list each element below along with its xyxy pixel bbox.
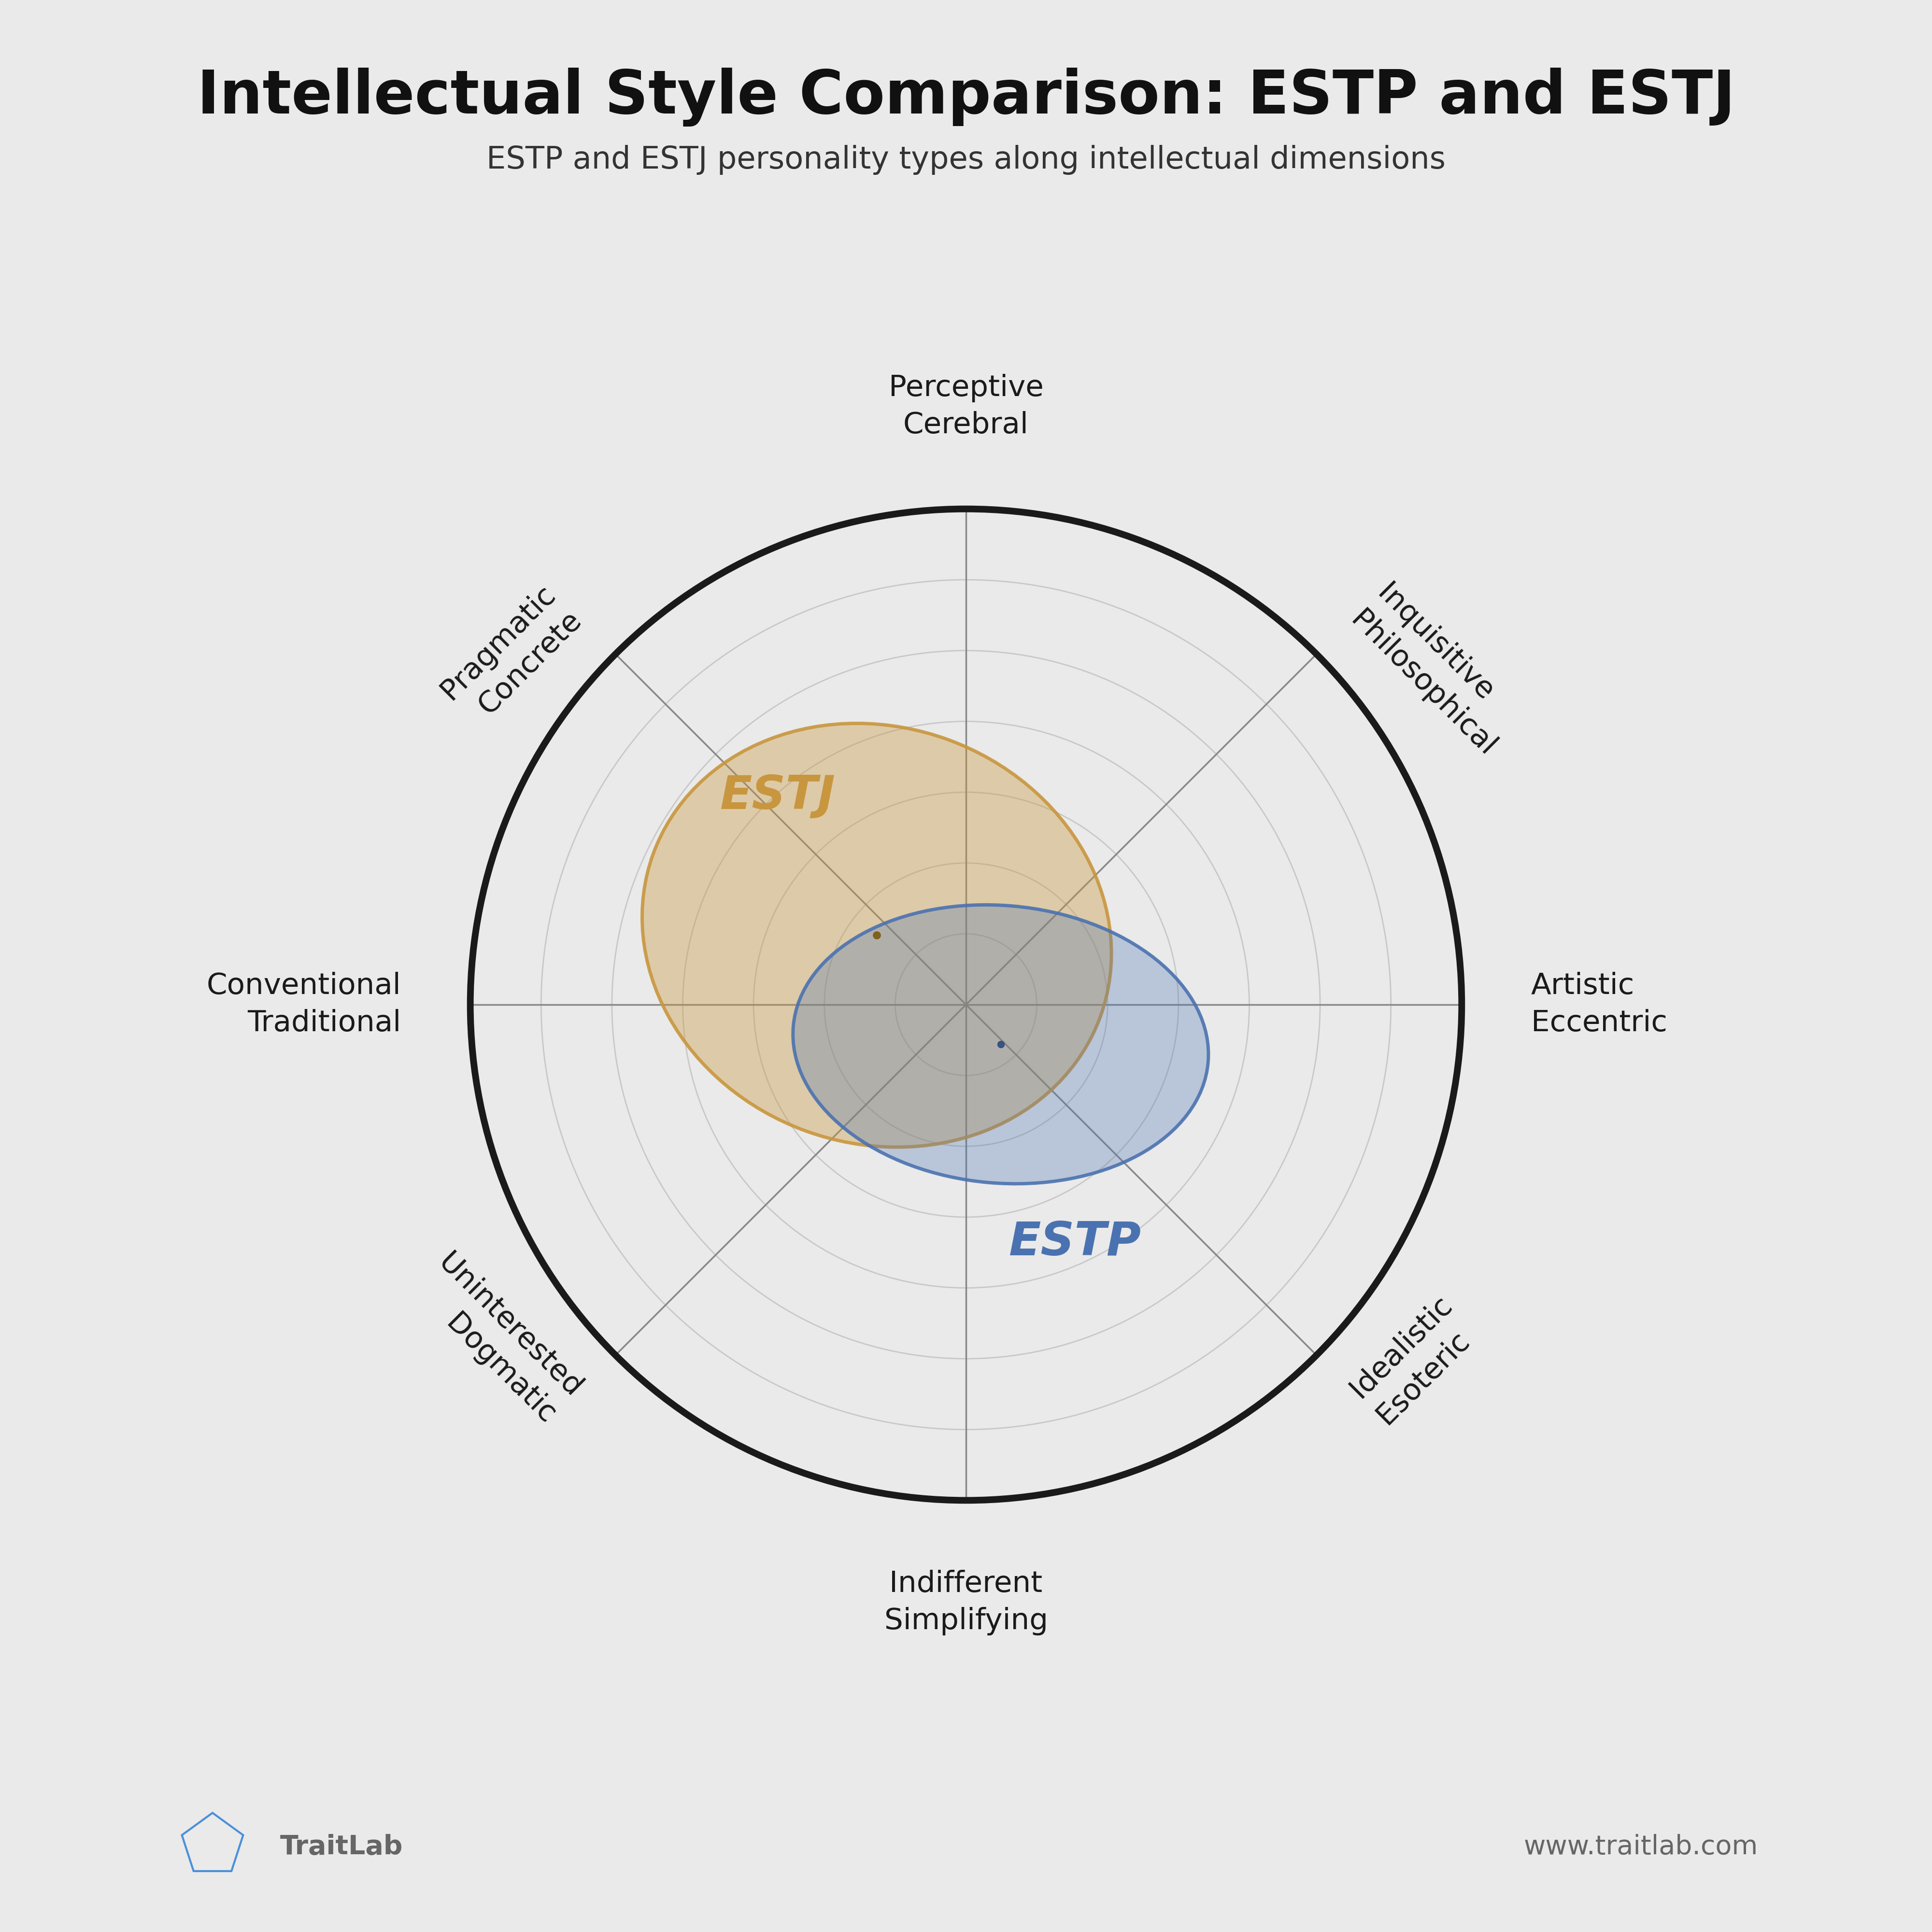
Text: ESTP and ESTJ personality types along intellectual dimensions: ESTP and ESTJ personality types along in… [487,145,1445,176]
Text: Idealistic
Esoteric: Idealistic Esoteric [1345,1291,1484,1430]
Text: Uninterested
Dogmatic: Uninterested Dogmatic [406,1248,587,1430]
Ellipse shape [641,723,1111,1148]
Point [985,1030,1016,1061]
Text: www.traitlab.com: www.traitlab.com [1524,1833,1758,1861]
Text: TraitLab: TraitLab [280,1833,404,1861]
Text: Intellectual Style Comparison: ESTP and ESTJ: Intellectual Style Comparison: ESTP and … [197,68,1735,128]
Text: ESTP: ESTP [1009,1221,1142,1265]
Text: Inquisitive
Philosophical: Inquisitive Philosophical [1345,580,1528,763]
Ellipse shape [792,904,1208,1184]
Text: Artistic
Eccentric: Artistic Eccentric [1530,972,1667,1037]
Text: ESTJ: ESTJ [721,775,835,819]
Text: Pragmatic
Concrete: Pragmatic Concrete [435,580,587,732]
Point [862,920,893,951]
Text: Conventional
Traditional: Conventional Traditional [207,972,402,1037]
Text: Indifferent
Simplifying: Indifferent Simplifying [885,1569,1047,1636]
Text: Perceptive
Cerebral: Perceptive Cerebral [889,373,1043,440]
